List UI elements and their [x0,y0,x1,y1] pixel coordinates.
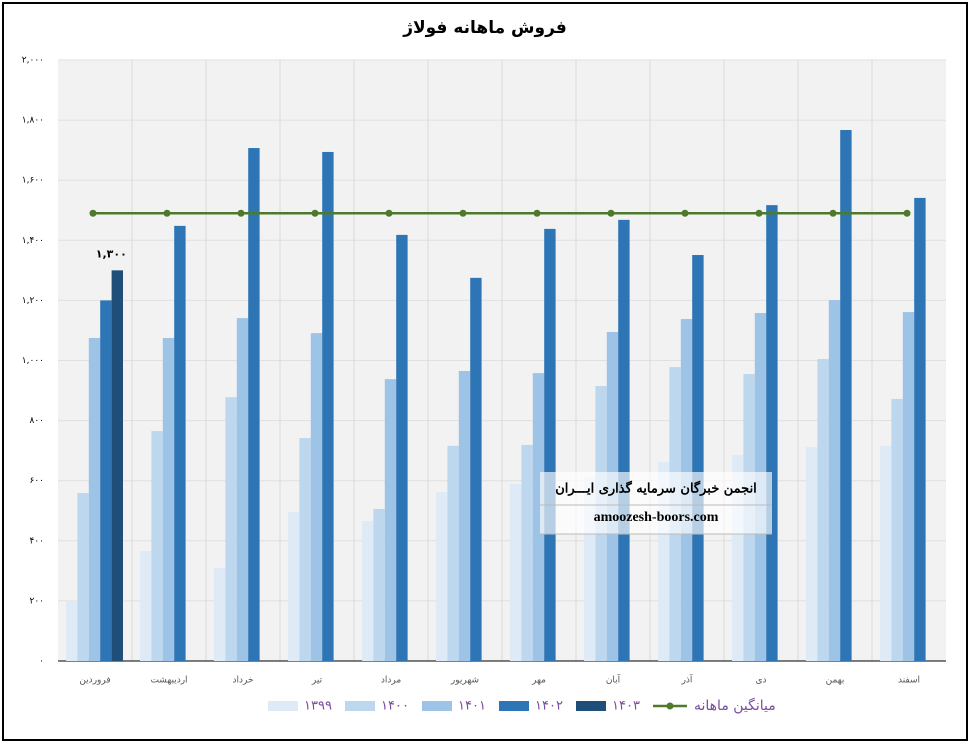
bar [470,277,482,661]
x-tick-label: آذر [681,674,693,686]
y-tick-label: ۱,۲۰۰ [22,296,44,306]
bar [299,438,311,661]
bar [880,445,892,661]
line-marker [89,209,97,217]
bar [658,462,670,661]
line-marker [903,209,911,217]
legend-swatch [499,701,529,711]
y-tick-label: ۶۰۰ [29,476,44,486]
x-tick-label: شهریور [450,676,479,686]
bar [88,337,101,661]
legend-label: ۱۴۰۰ [381,699,409,714]
line-marker [829,209,837,217]
bar [225,397,237,661]
y-tick-label: ۲,۰۰۰ [22,56,44,66]
x-tick-label: خرداد [232,676,253,686]
legend-label: ۱۴۰۱ [458,699,486,714]
bar [214,567,226,661]
bar [174,225,186,661]
legend-swatch [422,701,452,711]
bar [162,337,175,661]
bar [310,333,323,661]
bar [458,371,471,661]
bar [840,130,852,662]
bar [322,151,334,661]
legend-label: ۱۳۹۹ [304,699,332,714]
x-tick-label: دی [755,676,766,686]
bar [732,454,744,661]
bar [806,447,818,661]
legend-label: میانگین ماهانه [694,697,776,714]
x-tick-label: مهر [531,676,546,686]
bar [891,398,903,661]
x-tick-label: مرداد [381,676,401,686]
bar [236,318,249,661]
legend-label: ۱۴۰۳ [612,699,640,714]
y-tick-label: ۸۰۰ [29,416,44,426]
bar [584,477,596,661]
x-tick-label: بهمن [826,676,845,686]
bar [140,551,152,661]
bar [66,600,78,661]
watermark-url: amoozesh-boors.com [594,510,719,525]
legend-marker [666,702,674,710]
y-tick-label: ۱,۴۰۰ [22,236,44,246]
bar [817,358,829,661]
line-marker [385,209,393,217]
data-label: ۱,۳۰۰ [96,247,127,260]
y-tick-label: ۱,۰۰۰ [22,356,44,366]
bar [618,219,630,661]
bar [436,492,448,661]
bar [766,205,778,662]
x-tick-label: اردیبهشت [150,676,187,686]
bar [532,373,545,661]
line-marker [755,209,763,217]
bar [373,508,385,661]
bar [902,312,915,661]
bar [828,300,841,661]
bar [396,234,408,662]
bar [544,228,556,662]
line-marker [681,209,689,217]
line-marker [533,209,541,217]
y-tick-label: ۱,۸۰۰ [22,116,44,126]
bar [521,444,533,661]
watermark-title: انجمن خبرگان سرمایه گذاری ایـــران [555,480,757,497]
legend-label: ۱۴۰۲ [535,699,563,714]
bar [692,255,704,661]
y-tick-label: ۱,۶۰۰ [22,176,44,186]
bar [384,379,397,661]
line-marker [237,209,245,217]
bar [447,445,459,661]
line-marker [163,209,171,217]
bar [288,511,300,661]
legend-swatch [345,701,375,711]
y-tick-label: ۴۰۰ [29,536,44,546]
x-tick-label: اسفند [898,676,920,686]
x-tick-label: فروردین [79,676,110,686]
bar [77,493,89,661]
watermark-box [540,472,772,534]
bar [362,520,374,661]
y-tick-label: ۲۰۰ [29,596,44,606]
bar [111,270,123,661]
bar [248,148,260,661]
bar [914,197,926,661]
x-tick-label: تیر [311,676,323,686]
line-marker [459,209,467,217]
bar [100,300,112,661]
line-marker [607,209,615,217]
x-tick-label: آبان [606,674,621,686]
line-marker [311,209,319,217]
legend-swatch [268,701,298,711]
watermark: انجمن خبرگان سرمایه گذاری ایـــران amooze… [540,472,772,535]
bar [151,431,163,661]
legend-swatch [576,701,606,711]
chart-title: فروش ماهانه فولاژ [402,18,567,38]
y-tick-label: ۰ [39,657,44,667]
bar [510,484,522,661]
